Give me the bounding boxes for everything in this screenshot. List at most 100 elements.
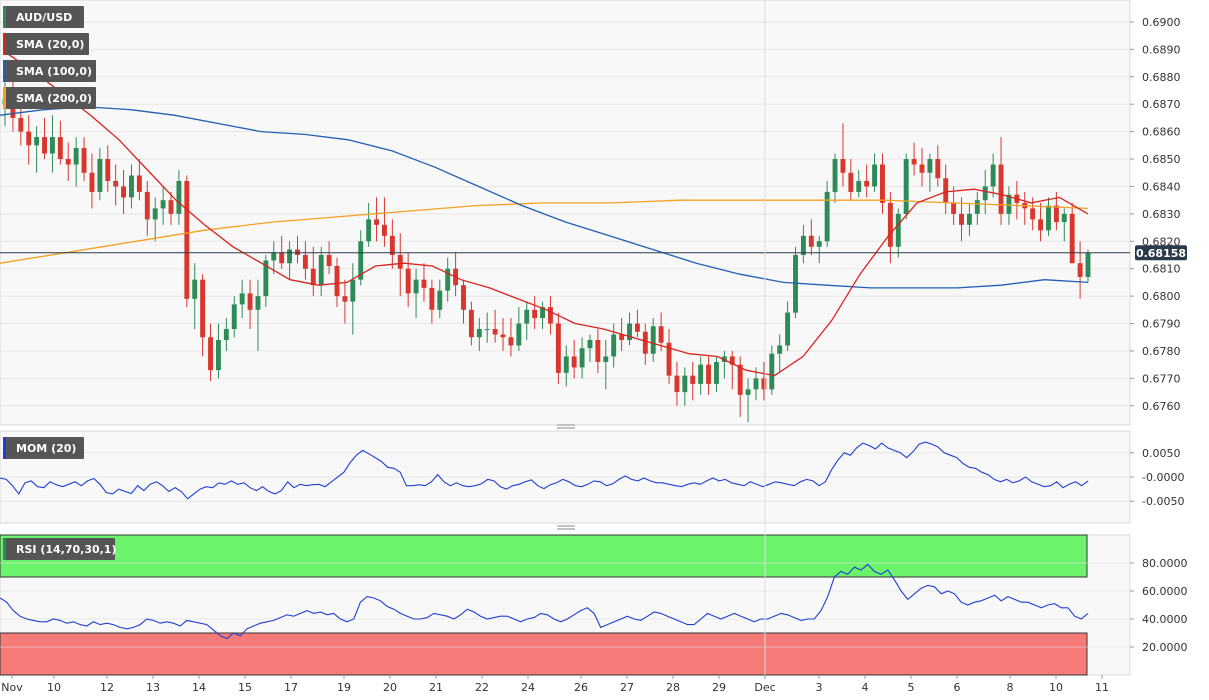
- candle: [974, 191, 980, 225]
- candle: [255, 279, 261, 351]
- candle: [1077, 241, 1083, 299]
- candle-body: [864, 180, 870, 187]
- candle: [223, 318, 229, 351]
- candle: [192, 263, 198, 330]
- candle: [397, 233, 403, 297]
- x-tick-label: 17: [284, 681, 298, 694]
- candle: [706, 356, 712, 395]
- x-tick-label: 12: [100, 681, 114, 694]
- candle-body: [745, 389, 751, 395]
- candle: [389, 219, 395, 269]
- candle-body: [89, 172, 95, 192]
- candle-body: [492, 329, 498, 335]
- mom-label: MOM (20): [16, 442, 76, 455]
- candle-body: [674, 375, 680, 393]
- candle-body: [698, 364, 704, 384]
- price-tick-label: 0.6770: [1142, 372, 1181, 385]
- rsi-panel: 80.0000 60.0000 40.0000 20.0000 RSI (14,70,…: [0, 534, 1188, 676]
- last-price-bg: [1135, 245, 1187, 261]
- candle: [540, 301, 545, 330]
- panel-resize-handle[interactable]: [557, 424, 575, 429]
- candle: [848, 159, 854, 201]
- rsi-line: [0, 563, 1089, 640]
- legend-symbol: AUD/USD: [3, 6, 84, 28]
- candle: [129, 164, 134, 209]
- candle: [334, 257, 340, 308]
- candle: [761, 361, 767, 401]
- candle-body: [943, 178, 949, 203]
- sma-100-line: [0, 106, 1089, 289]
- candle-body: [389, 235, 395, 255]
- candle: [160, 186, 166, 225]
- candle-body: [65, 159, 71, 165]
- candle: [714, 356, 719, 393]
- candle: [405, 252, 411, 308]
- candle-body: [911, 159, 917, 165]
- candle-body: [951, 202, 957, 214]
- price-tick-label: 0.6890: [1142, 43, 1181, 56]
- rsi-label: RSI (14,70,30,1): [16, 543, 116, 556]
- momentum-grid: [0, 452, 1130, 502]
- candle: [437, 279, 443, 319]
- candle: [690, 361, 696, 401]
- candle: [468, 301, 474, 346]
- candle-body: [555, 323, 561, 373]
- candle-body: [1006, 194, 1012, 214]
- candle: [816, 235, 822, 264]
- x-tick-label: 19: [337, 681, 351, 694]
- candle: [832, 153, 838, 203]
- candle: [555, 312, 561, 384]
- candle: [1061, 208, 1067, 242]
- price-tick-label: 0.6820: [1142, 235, 1181, 248]
- candle-body: [413, 279, 419, 294]
- candle-body: [160, 200, 166, 209]
- candle: [935, 145, 941, 187]
- x-tick-label: Nov: [1, 681, 23, 694]
- candle: [310, 246, 316, 297]
- candle-body: [1038, 219, 1044, 231]
- candle: [144, 180, 150, 236]
- candle: [1038, 202, 1044, 242]
- price-tick-label: 0.6900: [1142, 16, 1181, 29]
- candle: [627, 312, 632, 346]
- candle: [381, 197, 387, 247]
- price-tick-label: 0.6780: [1142, 345, 1181, 358]
- candle-body: [271, 252, 277, 261]
- candle: [579, 337, 585, 379]
- panel-resize-handle-2[interactable]: [557, 525, 575, 530]
- candle: [57, 120, 63, 165]
- x-axis: Nov 10 12 13 14 15 17 19 20 21 22 24 26 27 28 29 Dec 3 4 5 6…: [1, 675, 1109, 694]
- candle: [136, 159, 142, 201]
- candle-body: [168, 200, 174, 214]
- symbol-label: AUD/USD: [16, 11, 72, 24]
- candle-body: [129, 175, 134, 198]
- candle: [959, 197, 964, 242]
- candle-body: [563, 356, 569, 373]
- candle-body: [208, 337, 213, 371]
- candle: [856, 170, 862, 198]
- candle-body: [476, 329, 482, 338]
- momentum-line: [0, 441, 1089, 500]
- candle: [769, 345, 775, 395]
- rsi-tick-label: 20.0000: [1142, 641, 1188, 654]
- candle-body: [310, 268, 316, 286]
- candle-body: [397, 255, 403, 269]
- candle-body: [548, 307, 553, 324]
- candle: [484, 312, 490, 343]
- candle-body: [484, 329, 490, 331]
- price-tick-label: 0.6870: [1142, 98, 1181, 111]
- sma-20-line: [4, 51, 1089, 377]
- rsi-y-axis: 80.0000 60.0000 40.0000 20.0000: [1130, 557, 1188, 654]
- candle-body: [295, 249, 300, 255]
- candle-body: [255, 296, 261, 310]
- candle: [121, 170, 127, 214]
- price-tick-label: 0.6810: [1142, 263, 1181, 276]
- candle: [42, 117, 47, 160]
- momentum-tick-label: -0.0050: [1142, 495, 1184, 508]
- candle: [476, 318, 482, 351]
- candle-body: [887, 202, 893, 247]
- candle-body: [136, 175, 142, 192]
- candle: [880, 153, 885, 214]
- momentum-tick-label: -0.0000: [1142, 471, 1184, 484]
- candle: [263, 255, 269, 308]
